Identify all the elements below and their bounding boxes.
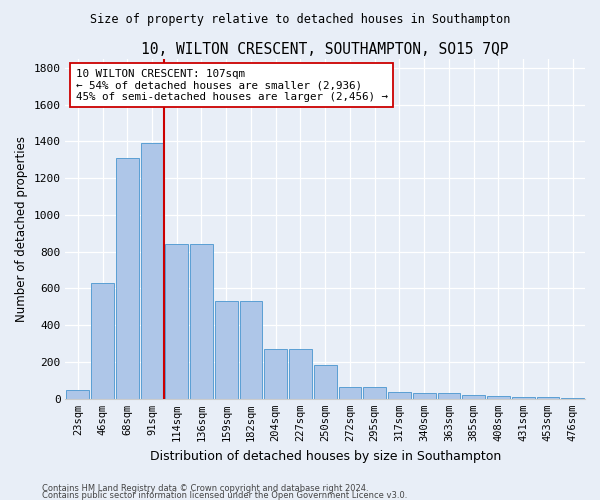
Title: 10, WILTON CRESCENT, SOUTHAMPTON, SO15 7QP: 10, WILTON CRESCENT, SOUTHAMPTON, SO15 7… [142,42,509,58]
Bar [437,394,460,399]
Bar [314,365,337,399]
Bar [364,387,386,399]
Bar [239,302,262,399]
Bar [116,158,139,399]
X-axis label: Distribution of detached houses by size in Southampton: Distribution of detached houses by size … [149,450,501,462]
Bar [512,397,535,399]
Bar [140,143,163,399]
Y-axis label: Number of detached properties: Number of detached properties [15,136,28,322]
Bar [190,244,213,399]
Bar [388,392,411,399]
Bar [462,395,485,399]
Text: Contains public sector information licensed under the Open Government Licence v3: Contains public sector information licen… [42,490,407,500]
Bar [413,394,436,399]
Bar [536,398,559,399]
Text: 10 WILTON CRESCENT: 107sqm
← 54% of detached houses are smaller (2,936)
45% of s: 10 WILTON CRESCENT: 107sqm ← 54% of deta… [76,69,388,102]
Text: Size of property relative to detached houses in Southampton: Size of property relative to detached ho… [90,12,510,26]
Bar [67,390,89,399]
Bar [265,349,287,399]
Bar [289,349,312,399]
Bar [487,396,510,399]
Text: Contains HM Land Registry data © Crown copyright and database right 2024.: Contains HM Land Registry data © Crown c… [42,484,368,493]
Bar [338,387,361,399]
Bar [561,398,584,399]
Bar [166,244,188,399]
Bar [215,302,238,399]
Bar [91,283,114,399]
